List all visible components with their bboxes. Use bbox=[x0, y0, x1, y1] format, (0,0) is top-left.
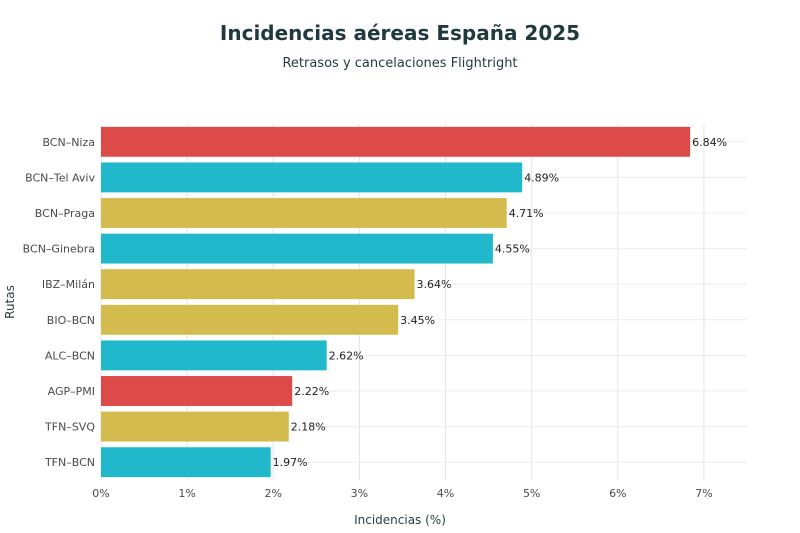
category-label: AGP–PMI bbox=[48, 385, 95, 398]
data-label: 6.84% bbox=[692, 136, 727, 149]
x-tick-label: 4% bbox=[437, 487, 454, 500]
bar bbox=[101, 162, 523, 193]
x-tick-label: 3% bbox=[351, 487, 368, 500]
category-label: BIO–BCN bbox=[47, 314, 95, 327]
bar bbox=[101, 411, 289, 442]
x-tick-label: 0% bbox=[92, 487, 109, 500]
category-label: BCN–Praga bbox=[35, 207, 95, 220]
data-label: 3.45% bbox=[400, 314, 435, 327]
x-tick-label: 6% bbox=[609, 487, 626, 500]
category-label: BCN–Ginebra bbox=[23, 243, 95, 256]
category-label: ALC–BCN bbox=[45, 349, 95, 362]
data-label: 1.97% bbox=[273, 456, 308, 469]
bar bbox=[101, 126, 691, 157]
category-label: TFN–SVQ bbox=[44, 421, 95, 434]
category-label: IBZ–Milán bbox=[42, 278, 95, 291]
data-label: 2.22% bbox=[294, 385, 329, 398]
data-label: 3.64% bbox=[417, 278, 452, 291]
data-label: 2.18% bbox=[291, 421, 326, 434]
bar bbox=[101, 340, 327, 371]
bar bbox=[101, 304, 399, 335]
data-label: 4.55% bbox=[495, 243, 530, 256]
category-label: BCN–Tel Aviv bbox=[25, 171, 95, 184]
x-tick-label: 5% bbox=[523, 487, 540, 500]
data-label: 4.89% bbox=[524, 171, 559, 184]
category-label: TFN–BCN bbox=[44, 456, 95, 469]
bar bbox=[101, 198, 507, 228]
x-axis-title: Incidencias (%) bbox=[354, 513, 446, 527]
bar bbox=[101, 447, 271, 478]
bar bbox=[101, 269, 415, 300]
data-label: 4.71% bbox=[509, 207, 544, 220]
y-axis-title: Rutas bbox=[3, 285, 17, 319]
bar bbox=[101, 376, 293, 406]
x-tick-label: 1% bbox=[178, 487, 195, 500]
chart-title: Incidencias aéreas España 2025 bbox=[219, 21, 581, 45]
category-label: BCN–Niza bbox=[42, 136, 95, 149]
chart-subtitle: Retrasos y cancelaciones Flightright bbox=[282, 56, 518, 71]
x-tick-label: 2% bbox=[265, 487, 282, 500]
x-tick-label: 7% bbox=[695, 487, 712, 500]
data-label: 2.62% bbox=[329, 349, 364, 362]
bar bbox=[101, 233, 493, 264]
